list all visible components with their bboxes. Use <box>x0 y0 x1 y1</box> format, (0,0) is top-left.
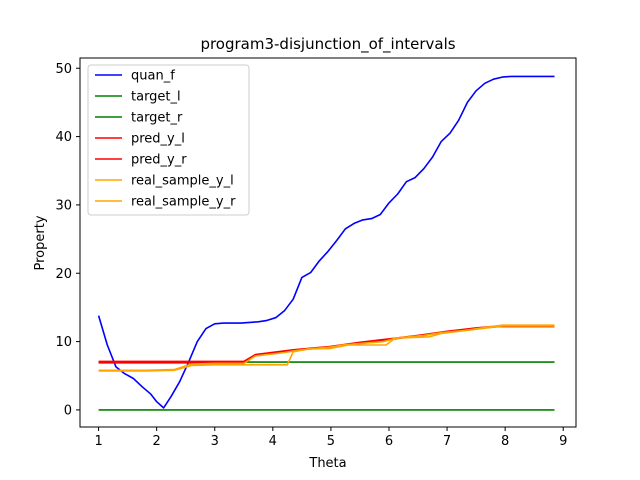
y-axis-ticks: 0 10 20 30 40 50 <box>55 62 80 418</box>
legend-label-pred_y_l: pred_y_l <box>131 132 185 147</box>
x-tick-label: 5 <box>327 434 335 449</box>
series-line-quan_f <box>97 75 555 409</box>
series-line-real_sample_y_r <box>98 325 555 372</box>
y-tick-label: 0 <box>64 403 72 418</box>
series-line-pred_y_r <box>98 325 555 363</box>
y-axis-label: Property <box>33 215 48 270</box>
plot-frame <box>79 57 577 428</box>
x-axis-label: Theta <box>308 456 346 471</box>
x-tick-label: 7 <box>443 434 451 449</box>
legend-label-pred_y_r: pred_y_r <box>131 153 187 168</box>
chart-title: program3-disjunction_of_intervals <box>200 35 455 54</box>
x-tick-label: 2 <box>153 434 161 449</box>
y-tick-label: 20 <box>55 267 72 282</box>
legend-label-real_sample_y_l: real_sample_y_l <box>131 174 234 189</box>
legend-label-target_r: target_r <box>131 111 183 126</box>
y-tick-label: 40 <box>55 130 72 145</box>
legend-label-quan_f: quan_f <box>131 69 175 84</box>
x-tick-label: 1 <box>94 434 102 449</box>
x-axis-ticks: 1 2 3 4 5 6 7 8 9 <box>94 427 567 449</box>
x-tick-label: 9 <box>559 434 567 449</box>
y-tick-label: 50 <box>55 62 72 77</box>
y-tick-label: 30 <box>55 198 72 213</box>
plot-series <box>97 75 555 411</box>
legend-label-real_sample_y_r: real_sample_y_r <box>131 195 236 210</box>
legend-box <box>87 64 250 216</box>
x-tick-label: 3 <box>211 434 219 449</box>
x-tick-label: 8 <box>501 434 509 449</box>
legend-label-target_l: target_l <box>131 90 181 105</box>
legend: quan_f target_l target_r pred_y_l pred_y_rre… <box>87 64 250 216</box>
x-tick-label: 6 <box>385 434 393 449</box>
y-tick-label: 10 <box>55 335 72 350</box>
x-tick-label: 4 <box>269 434 277 449</box>
